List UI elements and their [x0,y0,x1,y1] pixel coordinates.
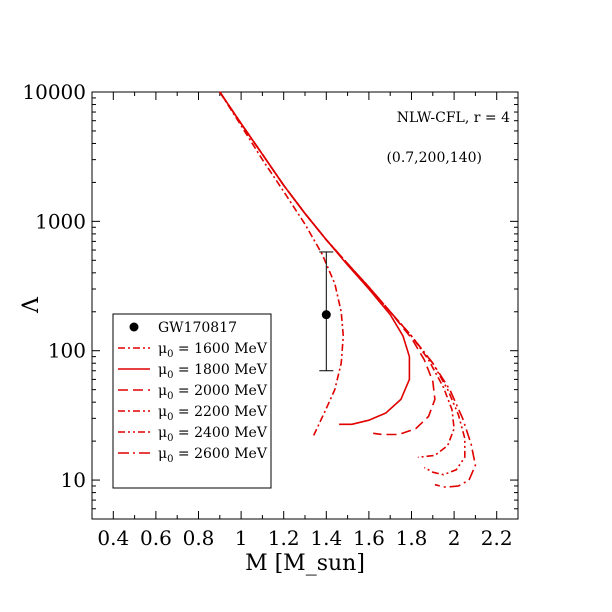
x-tick-label: 0.4 [97,526,129,550]
x-tick-label: 1.4 [310,526,342,550]
y-tick-label: 10 [61,468,86,492]
legend-label-5: μ0 = 2400 MeV [158,425,268,444]
x-tick-label: 2 [448,526,461,550]
legend: GW170817 μ0 = 1600 MeV μ0 = 1800 MeV μ0 = 2… [112,313,272,489]
legend-label-6: μ0 = 2600 MeV [158,446,268,465]
legend-label-4: μ0 = 2200 MeV [158,404,268,423]
x-tick-label: 2.2 [481,526,513,550]
legend-label-3: μ0 = 2000 MeV [158,383,268,402]
x-tick-label: 0.8 [183,526,215,550]
x-tick-label: 1.2 [268,526,300,550]
y-axis-title: Λ [19,296,44,314]
legend-box [112,313,272,489]
legend-marker-observation [129,322,139,332]
y-tick-label: 1000 [35,209,86,233]
axis-ticks [91,91,519,520]
x-tick-label: 1.6 [353,526,385,550]
x-tick-labels: 0.4 0.6 0.8 1 1.2 1.4 1.6 1.8 2 2.2 [97,526,512,550]
observation-point [321,310,331,320]
y-tick-label: 10000 [22,80,86,104]
series-line-6 [219,91,477,489]
legend-label-observation: GW170817 [158,320,237,336]
legend-label-2: μ0 = 1800 MeV [158,362,268,381]
observation-group [319,251,334,372]
x-tick-label: 1 [235,526,248,550]
x-axis-title: M [M_sun] [245,551,365,576]
annotation-model: NLW-CFL, r = 4 [397,110,510,126]
x-tick-label: 1.8 [396,526,428,550]
series-line-1 [219,91,345,437]
annotation-params: (0.7,200,140) [386,150,482,166]
y-tick-labels: 10 100 1000 10000 [22,80,86,492]
series-group [219,91,477,489]
y-tick-label: 100 [48,339,86,363]
x-tick-label: 0.6 [140,526,172,550]
legend-label-1: μ0 = 1600 MeV [158,341,268,360]
